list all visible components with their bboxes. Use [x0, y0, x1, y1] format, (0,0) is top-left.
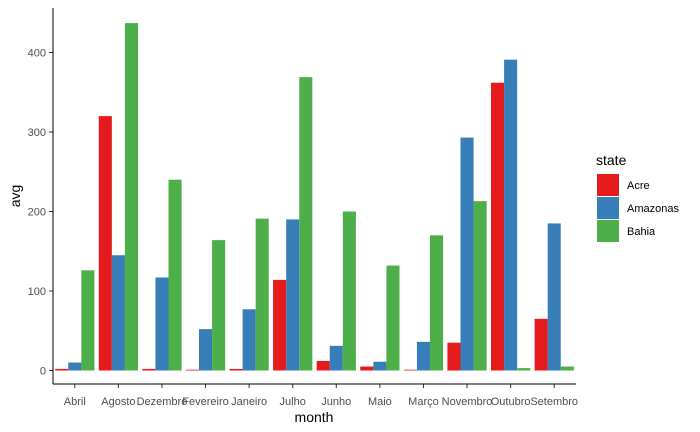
x-tick-label-novembro: Novembro	[442, 396, 493, 408]
bar-dezembro-acre	[142, 368, 156, 371]
bar-agosto-bahia	[124, 23, 138, 371]
y-tick-label-200: 200	[28, 207, 46, 219]
bar-junho-amazonas	[329, 345, 343, 371]
bar-setembro-bahia	[560, 366, 574, 371]
legend-title: state	[596, 152, 627, 168]
bar-fevereiro-bahia	[212, 240, 226, 371]
legend-key-bahia	[597, 220, 619, 242]
legend-label-amazonas: Amazonas	[627, 203, 679, 215]
bar-dezembro-bahia	[168, 179, 182, 371]
bar-marco-acre	[403, 369, 417, 371]
y-tick-label-100: 100	[28, 286, 46, 298]
bar-outubro-bahia	[517, 368, 531, 371]
bar-marco-amazonas	[416, 341, 430, 371]
bars-layer	[55, 23, 574, 371]
x-tick-label-outubro: Outubro	[491, 396, 531, 408]
bar-janeiro-amazonas	[242, 309, 256, 371]
y-tick-label-300: 300	[28, 127, 46, 139]
x-tick-label-fevereiro: Fevereiro	[182, 396, 228, 408]
bar-setembro-amazonas	[547, 223, 561, 371]
bar-julho-amazonas	[286, 219, 300, 371]
bar-agosto-amazonas	[111, 255, 125, 371]
x-tick-label-agosto: Agosto	[101, 396, 135, 408]
bar-fevereiro-amazonas	[199, 329, 213, 371]
bar-dezembro-amazonas	[155, 277, 169, 371]
y-axis-title: avg	[7, 185, 23, 208]
y-tick-label-0: 0	[40, 366, 46, 378]
bar-janeiro-acre	[229, 368, 243, 371]
bar-julho-bahia	[299, 77, 313, 371]
legend-key-amazonas	[597, 197, 619, 219]
bar-janeiro-bahia	[255, 218, 269, 371]
bar-abril-bahia	[81, 270, 95, 371]
x-tick-label-abril: Abril	[64, 396, 86, 408]
bar-marco-bahia	[430, 235, 444, 371]
bar-maio-acre	[360, 366, 374, 371]
bar-abril-amazonas	[68, 362, 82, 371]
bar-outubro-acre	[491, 82, 505, 371]
x-tick-label-setembro: Setembro	[530, 396, 578, 408]
bar-outubro-amazonas	[504, 59, 518, 371]
legend-key-acre	[597, 174, 619, 196]
bar-abril-acre	[55, 368, 69, 371]
x-tick-label-maio: Maio	[368, 396, 392, 408]
x-tick-label-dezembro: Dezembro	[137, 396, 188, 408]
legend-label-bahia: Bahia	[627, 226, 656, 238]
bar-julho-acre	[273, 279, 287, 371]
legend-label-acre: Acre	[627, 180, 650, 192]
x-tick-label-janeiro: Janeiro	[231, 396, 267, 408]
bar-maio-amazonas	[373, 361, 387, 371]
bar-novembro-amazonas	[460, 137, 474, 371]
bar-junho-bahia	[342, 211, 356, 371]
y-axis-ticks: 0 100 200 300 400	[28, 48, 53, 378]
legend: state Acre Amazonas Bahia	[596, 152, 679, 242]
x-tick-label-julho: Julho	[280, 396, 306, 408]
x-axis-title: month	[295, 409, 334, 425]
bar-junho-acre	[316, 360, 330, 371]
x-tick-label-marco: Março	[408, 396, 439, 408]
bar-novembro-bahia	[473, 201, 487, 371]
bar-novembro-acre	[447, 342, 461, 371]
bar-setembro-acre	[534, 318, 548, 371]
bar-maio-bahia	[386, 265, 400, 371]
bar-agosto-acre	[98, 116, 112, 371]
y-tick-label-400: 400	[28, 48, 46, 60]
x-tick-label-junho: Junho	[321, 396, 351, 408]
bar-fevereiro-acre	[185, 369, 200, 371]
